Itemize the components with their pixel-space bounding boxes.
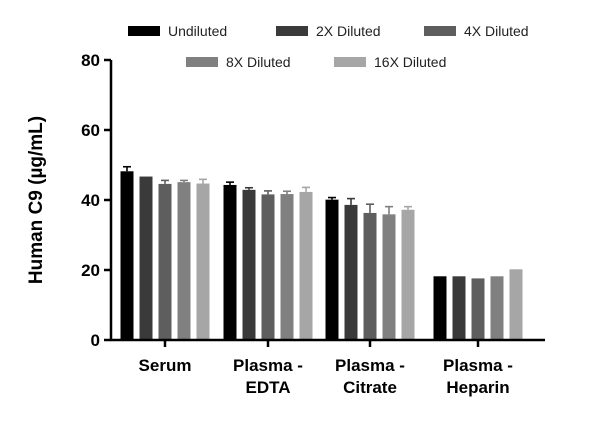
legend-item: 4X Diluted [424, 23, 529, 39]
bar [261, 194, 275, 340]
bar [223, 184, 237, 340]
y-axis-label: Human C9 (µg/mL) [26, 116, 47, 284]
legend-swatch [276, 26, 308, 36]
legend-label: 16X Diluted [374, 54, 446, 70]
bar [490, 276, 504, 340]
bar [280, 194, 294, 340]
bar [177, 182, 191, 340]
legend-item: 8X Diluted [186, 54, 291, 70]
x-tick-label: Serum [139, 356, 192, 375]
y-tick-label: 20 [81, 261, 100, 280]
legend-swatch [128, 26, 160, 36]
x-tick-label: Plasma - [443, 356, 513, 375]
bar [344, 204, 358, 340]
bars [120, 165, 523, 340]
y-axis: 0 20 40 60 80 [81, 51, 113, 350]
y-tick-label: 80 [81, 51, 100, 70]
y-tick-label: 60 [81, 121, 100, 140]
bar [471, 278, 485, 340]
legend-label: 2X Diluted [316, 23, 381, 39]
bar [299, 191, 313, 340]
legend-item: Undiluted [128, 23, 227, 39]
bar [196, 183, 210, 340]
x-axis: Serum Plasma - EDTA Plasma - Citrate Plasma -… [110, 338, 545, 397]
legend-swatch [334, 57, 366, 67]
x-tick-label: Heparin [446, 378, 509, 397]
bar [401, 209, 415, 340]
bar [452, 276, 466, 340]
legend-item: 2X Diluted [276, 23, 381, 39]
y-tick-label: 40 [81, 191, 100, 210]
bar [382, 214, 396, 340]
bar [363, 212, 377, 340]
legend-swatch [424, 26, 456, 36]
bar [139, 176, 153, 340]
legend: Undiluted 2X Diluted 4X Diluted 8X Diluted 1… [128, 23, 529, 70]
x-tick-label: Plasma - [233, 356, 303, 375]
x-tick-label: Citrate [343, 378, 397, 397]
legend-swatch [186, 57, 218, 67]
bar [325, 199, 339, 340]
y-tick-label: 0 [91, 331, 100, 350]
bar [433, 276, 447, 340]
legend-label: 4X Diluted [464, 23, 529, 39]
x-tick-label: EDTA [245, 378, 290, 397]
legend-item: 16X Diluted [334, 54, 446, 70]
bar [509, 269, 523, 340]
legend-label: Undiluted [168, 23, 227, 39]
bar [158, 183, 172, 340]
bar [242, 189, 256, 340]
legend-label: 8X Diluted [226, 54, 291, 70]
bar [120, 171, 134, 340]
x-tick-label: Plasma - [335, 356, 405, 375]
